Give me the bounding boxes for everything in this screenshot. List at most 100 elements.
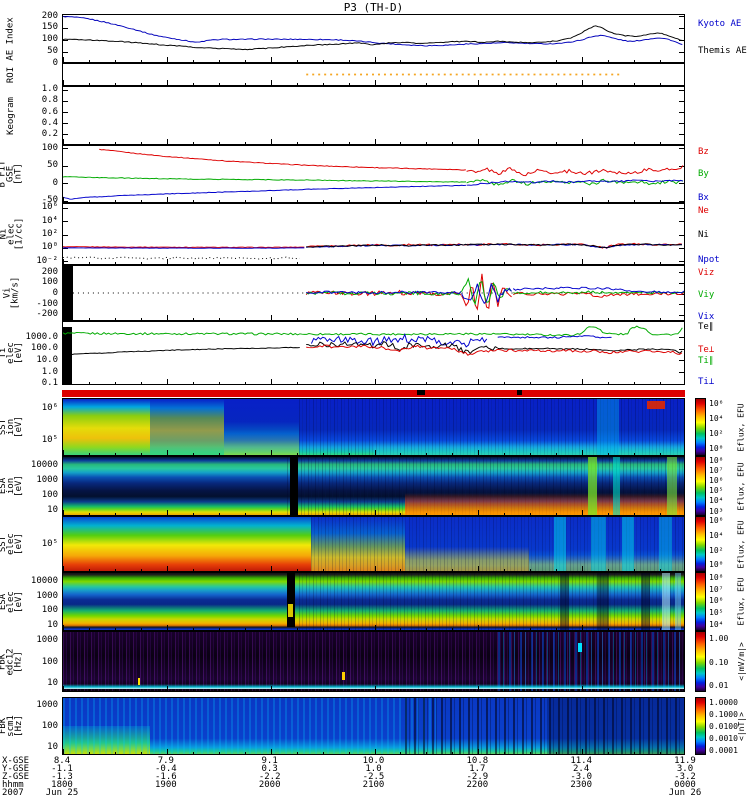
axis-row-label: hhmm (2, 780, 24, 790)
x-tick-mark (244, 513, 246, 515)
right-series-label: Ti∥ (698, 356, 714, 367)
x-tick-mark (192, 689, 194, 691)
x-tick-mark (504, 60, 506, 62)
x-tick-mark (582, 686, 584, 691)
series-Ti∥ (63, 325, 683, 337)
y-tick-label: 10000 (30, 460, 58, 470)
x-tick-mark (426, 628, 428, 630)
y-tick-mark (679, 272, 684, 274)
x-tick-mark (478, 379, 480, 384)
x-tick-mark (348, 200, 350, 202)
right-series-label: Te⊥ (698, 345, 715, 356)
x-tick-mark (244, 262, 246, 264)
x-tick-mark (530, 453, 532, 455)
bfit-plot (63, 148, 684, 200)
y-tick-mark (679, 314, 684, 316)
spec-layer (497, 632, 684, 691)
x-tick-mark (218, 318, 220, 320)
y-tick-label: 0.2 (41, 128, 58, 139)
x-tick-mark (504, 689, 506, 691)
x-tick-mark (270, 625, 272, 630)
series-Kyoto AE (63, 15, 683, 47)
x-tick-mark (426, 318, 428, 320)
spec-layer (674, 573, 681, 630)
x-tick-mark (504, 318, 506, 320)
x-tick-mark (270, 80, 272, 85)
y-tick-mark (679, 183, 684, 185)
x-tick-mark (426, 689, 428, 691)
x-tick-mark (530, 318, 532, 320)
right-series-label: By (698, 169, 709, 180)
x-tick-mark (63, 379, 64, 384)
x-tick-mark (88, 60, 90, 62)
x-tick-mark (322, 689, 324, 691)
x-tick-mark (374, 510, 376, 515)
x-tick-mark (192, 200, 194, 202)
y-tick-mark (679, 383, 684, 384)
y-tick-mark (679, 51, 684, 53)
right-series-label: Viz (698, 267, 715, 278)
x-tick-mark (88, 752, 90, 754)
colorbar (695, 456, 706, 516)
axis-col-value: 10.0 (362, 756, 385, 766)
axis-col-value: 3.0 (676, 764, 694, 774)
x-tick-mark (63, 450, 64, 455)
x-tick-mark (114, 453, 116, 455)
x-tick-mark (452, 752, 454, 754)
x-tick-mark (400, 453, 402, 455)
colorbar-tick-label: 10³ (709, 506, 724, 516)
spec-layer (404, 517, 529, 571)
x-tick-mark (270, 566, 272, 571)
x-tick-mark (452, 628, 454, 630)
right-series-label: Te∥ (698, 322, 714, 333)
x-tick-mark (114, 262, 116, 264)
x-tick-mark (608, 628, 610, 630)
x-tick-mark (244, 382, 246, 384)
x-tick-mark (270, 510, 272, 515)
axis-col-value: 2100 (362, 780, 385, 790)
y-tick-label: 200 (41, 10, 58, 21)
x-tick-mark (400, 513, 402, 515)
x-tick-mark (348, 569, 350, 571)
colorbar-unit-text: Eflux, EFU (736, 461, 746, 511)
axis-row-label: X-GSE (2, 756, 30, 766)
x-tick-mark (374, 566, 376, 571)
x-tick-mark (400, 200, 402, 202)
x-tick-mark (140, 513, 142, 515)
x-tick-mark (218, 513, 220, 515)
axis-col-value: -1.3 (51, 772, 73, 782)
colorbar-tick-label: 0.0001 (709, 746, 738, 756)
y-tick-label: 10000 (30, 575, 58, 586)
axis-col-value: 8.4 (53, 756, 71, 766)
series-Vix (461, 282, 512, 305)
y-tick-mark (63, 51, 68, 53)
axis-row-label: Z-GSE (2, 772, 30, 782)
axis-col-value: 1.7 (469, 764, 486, 774)
colorbar-tick-label: 0.10 (709, 657, 729, 667)
y-tick-label: -100 (36, 298, 58, 309)
x-tick-mark (426, 569, 428, 571)
series-By (63, 176, 467, 183)
x-tick-mark (270, 450, 272, 455)
x-tick-mark (634, 628, 636, 630)
series-Ni quiet (63, 256, 300, 260)
x-tick-mark (556, 382, 558, 384)
x-tick-mark (140, 569, 142, 571)
y-tick-mark (63, 207, 68, 209)
x-tick-mark (114, 752, 116, 754)
x-tick-mark (348, 142, 350, 144)
colorbar-tick-label: 10⁵ (709, 486, 724, 496)
x-tick-mark (556, 142, 558, 144)
x-tick-mark (348, 60, 350, 62)
y-tick-label: 10 (47, 505, 58, 515)
axis-col-value: -3.0 (570, 772, 592, 782)
y-tick-mark (679, 27, 684, 29)
x-tick-mark (660, 200, 662, 202)
x-tick-mark (322, 382, 324, 384)
y-tick-label: 1.0 (41, 84, 58, 95)
series-Ne (63, 246, 305, 249)
x-tick-mark (140, 83, 142, 85)
axis-col-value: -2.2 (258, 772, 281, 782)
x-tick-mark (192, 83, 194, 85)
y-tick-label: 0.8 (41, 95, 58, 106)
